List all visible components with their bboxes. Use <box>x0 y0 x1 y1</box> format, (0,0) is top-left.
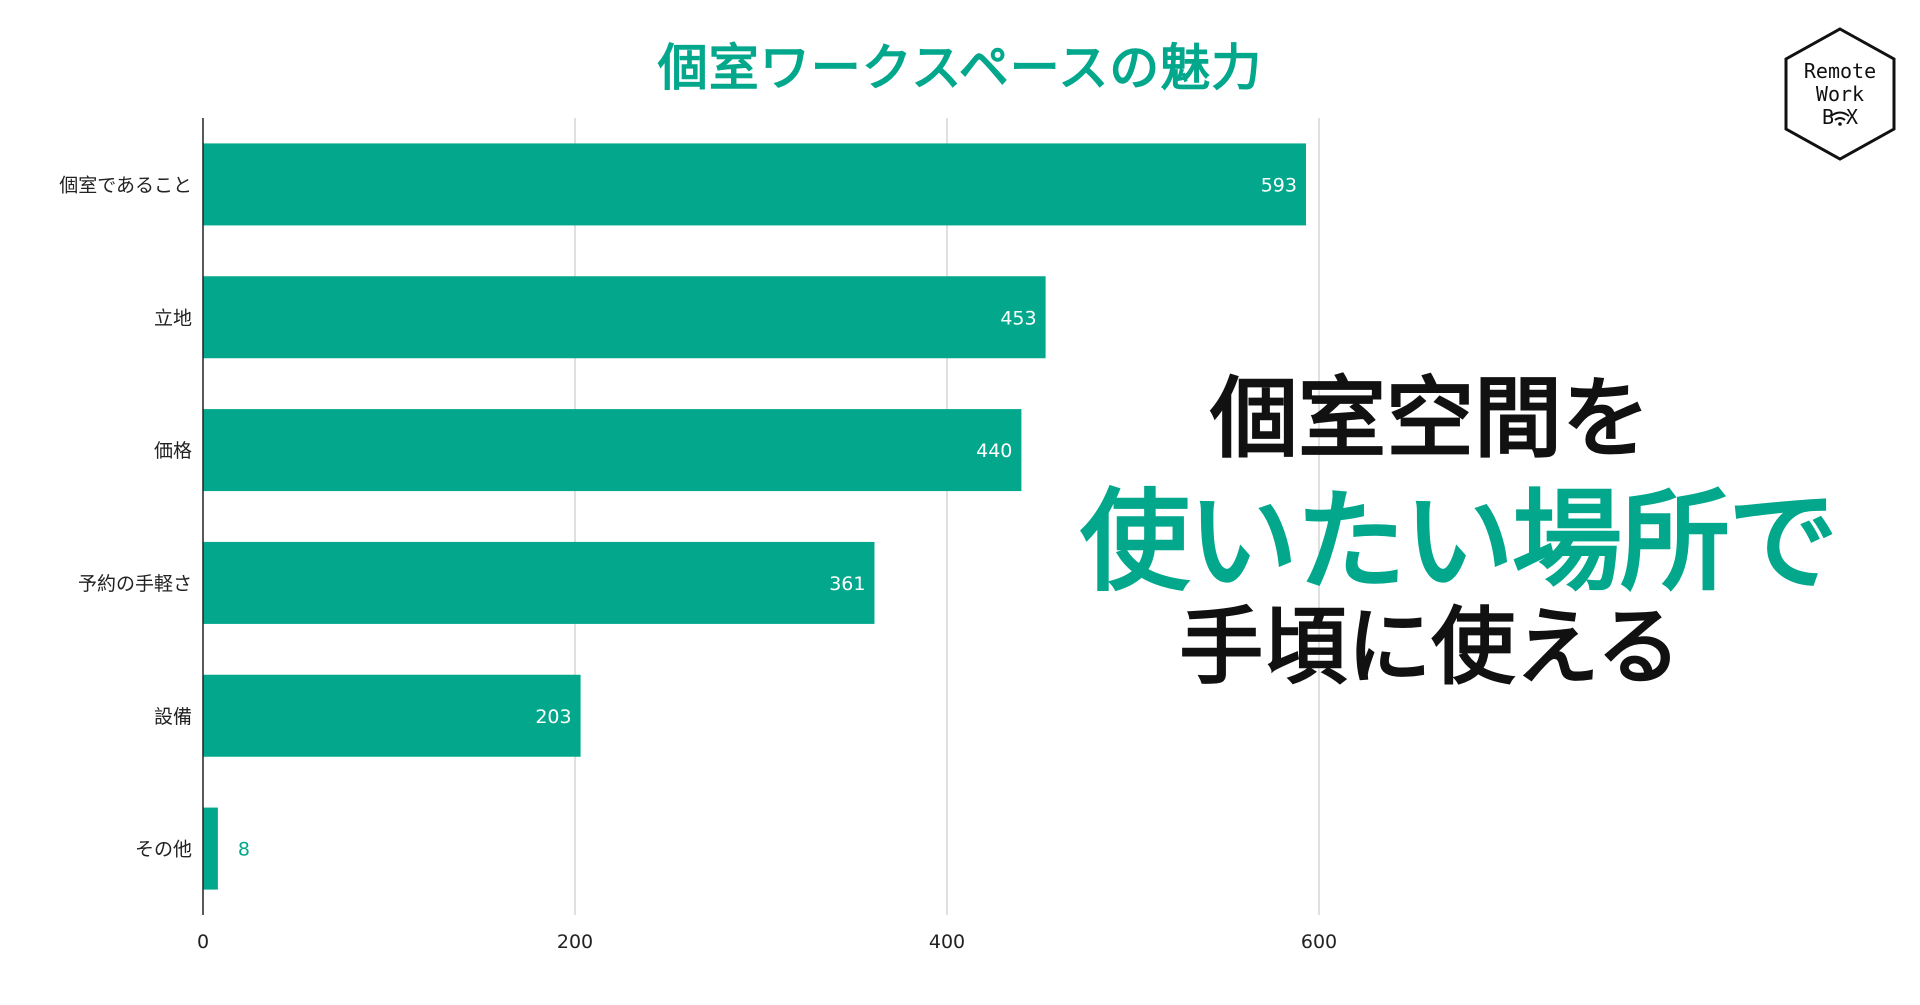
wifi-icon <box>1830 111 1850 126</box>
headline-line-3: 手頃に使える <box>1179 598 1681 696</box>
bars <box>203 143 1306 890</box>
x-tick-label: 200 <box>557 931 593 953</box>
x-tick-label: 0 <box>197 931 209 953</box>
category-label: 予約の手軽さ <box>78 573 192 595</box>
grid-lines <box>574 118 1320 915</box>
bar <box>203 143 1306 226</box>
hexagon-house-icon <box>1784 27 1896 161</box>
bar <box>203 674 581 757</box>
bar <box>203 807 218 890</box>
category-label: 価格 <box>154 440 192 462</box>
value-label: 8 <box>238 839 250 861</box>
value-labels: 593 453 440 361 203 8 <box>238 174 1297 860</box>
value-label: 593 <box>1261 174 1297 196</box>
bar <box>203 276 1046 359</box>
headline-line-2: 使いたい場所で <box>1080 478 1838 606</box>
headline-line-1: 個室空間を <box>1209 367 1650 470</box>
category-label: その他 <box>135 839 192 861</box>
x-tick-label: 400 <box>929 931 965 953</box>
bar <box>203 409 1022 492</box>
value-label: 203 <box>535 706 571 728</box>
category-label: 個室であること <box>59 174 192 196</box>
value-label: 453 <box>1000 307 1036 329</box>
value-label: 361 <box>829 573 865 595</box>
logo-text-remote: Remote <box>1803 59 1877 83</box>
chart-title: 個室ワークスペースの魅力 <box>657 39 1263 97</box>
logo-text-work: Work <box>1815 82 1865 106</box>
category-label: 立地 <box>154 307 192 329</box>
value-label: 440 <box>976 440 1012 462</box>
remote-work-box-logo: Remote Work B X <box>1780 26 1900 162</box>
category-label: 設備 <box>154 706 192 728</box>
bar <box>203 541 875 624</box>
x-tick-label: 600 <box>1301 931 1337 953</box>
x-tick-labels: 0 200 400 600 <box>197 931 1337 953</box>
